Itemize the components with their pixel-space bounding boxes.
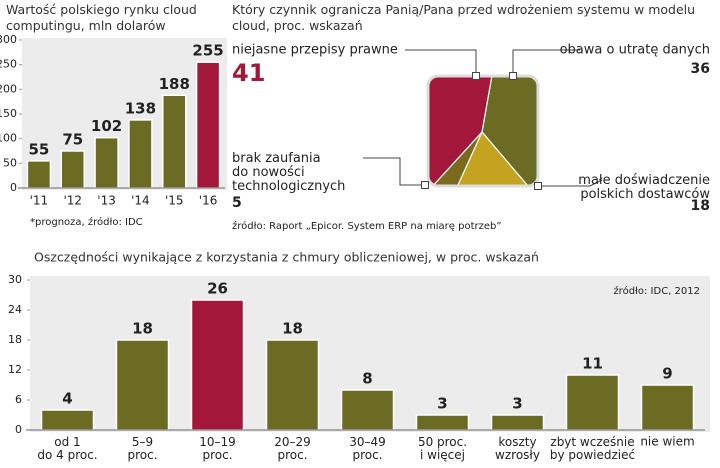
- marker: [472, 72, 480, 80]
- y-tick-label: 150: [0, 107, 17, 120]
- chart-title: Wartość polskiego rynku cloud computingu,…: [6, 2, 197, 33]
- bar: [26, 160, 52, 189]
- y-tick-label: 0: [10, 181, 17, 194]
- x-tick-label: koszty wzrosły: [495, 435, 540, 462]
- marker: [421, 181, 429, 189]
- value-label: 8: [362, 370, 372, 388]
- y-tick-label: 30: [8, 273, 22, 286]
- y-tick-label: 18: [8, 333, 22, 346]
- value-label: 138: [125, 99, 156, 117]
- source-note: *prognoza, źródło: IDC: [30, 216, 143, 228]
- marker: [509, 72, 517, 80]
- y-tick-label: 250: [0, 58, 17, 71]
- value-label: 18: [691, 198, 710, 214]
- bar: [162, 94, 187, 189]
- value-label: 9: [662, 365, 672, 383]
- y-tick-label: 12: [8, 363, 22, 376]
- connector: [538, 179, 603, 187]
- value-label: 36: [691, 61, 710, 77]
- x-tick-label: zbyt wcześnie by powiedzieć: [550, 435, 635, 462]
- value-label: 4: [62, 390, 72, 408]
- value-label: 188: [159, 75, 190, 93]
- x-tick-label: 30–49 proc.: [349, 435, 386, 462]
- connector: [363, 157, 425, 186]
- value-label: 102: [91, 117, 122, 135]
- bar: [565, 374, 620, 431]
- panel-1: [22, 38, 227, 190]
- x-tick-label: 10–19 proc.: [199, 435, 236, 462]
- value-label: 18: [282, 320, 303, 338]
- source-note: źródło: IDC, 2012: [613, 285, 700, 297]
- connector: [512, 49, 580, 76]
- bar: [490, 414, 545, 431]
- bar: [128, 119, 153, 189]
- bar: [40, 409, 95, 431]
- y-tick-label: 300: [0, 33, 17, 46]
- y-tick-label: 0: [15, 423, 22, 436]
- value-label: 3: [437, 395, 447, 413]
- y-tick-label: 24: [8, 303, 22, 316]
- value-label: 41: [232, 59, 265, 87]
- x-tick-label: '14: [131, 194, 150, 208]
- legend-label: niejasne przepisy prawne: [232, 43, 398, 58]
- value-label: 26: [207, 280, 228, 298]
- pie-slice: [428, 76, 504, 186]
- chart-title: Oszczędności wynikające z korzystania z …: [34, 250, 539, 265]
- pie-slice: [428, 131, 483, 186]
- y-tick-label: 6: [15, 393, 22, 406]
- legend-label: brak zaufania do nowości technologicznych: [232, 151, 345, 194]
- x-tick-label: '16: [199, 194, 218, 208]
- marker: [534, 182, 542, 190]
- x-tick-label: 20–29 proc.: [274, 435, 311, 462]
- x-tick-label: 5–9 proc.: [127, 435, 157, 462]
- y-tick-label: 100: [0, 132, 17, 145]
- x-tick-label: '12: [63, 194, 82, 208]
- y-tick-label: 200: [0, 82, 17, 95]
- x-tick-label: '13: [97, 194, 116, 208]
- x-tick-label: '15: [165, 194, 184, 208]
- legend-label: małe doświadczenie polskich dostawców: [578, 173, 710, 202]
- bar: [60, 150, 85, 189]
- bar: [94, 136, 119, 189]
- value-label: 75: [62, 131, 83, 149]
- value-label: 11: [582, 355, 603, 373]
- x-tick-label: 50 proc. i więcej: [418, 435, 467, 462]
- bar: [640, 384, 695, 431]
- bar: [340, 389, 395, 431]
- value-label: 5: [232, 195, 242, 211]
- legend-label: obawa o utratę danych: [560, 43, 710, 58]
- bar: [265, 339, 320, 431]
- x-tick-label: nie wiem: [640, 435, 694, 449]
- value-label: 55: [28, 140, 49, 158]
- connector: [405, 49, 477, 76]
- chart-title: Który czynnik ogranicza Panią/Pana przed…: [232, 2, 695, 33]
- bar: [415, 414, 470, 431]
- pie-frame: [426, 74, 540, 188]
- bar: [115, 339, 170, 431]
- y-tick-label: 50: [3, 156, 17, 169]
- value-label: 3: [512, 395, 522, 413]
- value-label: 18: [132, 320, 153, 338]
- pie: [428, 76, 538, 186]
- source-note: źródło: Raport „Epicor. System ERP na mi…: [232, 220, 502, 232]
- value-label: 255: [192, 42, 223, 60]
- bar: [190, 299, 245, 431]
- x-tick-label: od 1 do 4 proc.: [37, 435, 97, 462]
- bar: [195, 61, 221, 189]
- x-tick-label: '11: [30, 194, 49, 208]
